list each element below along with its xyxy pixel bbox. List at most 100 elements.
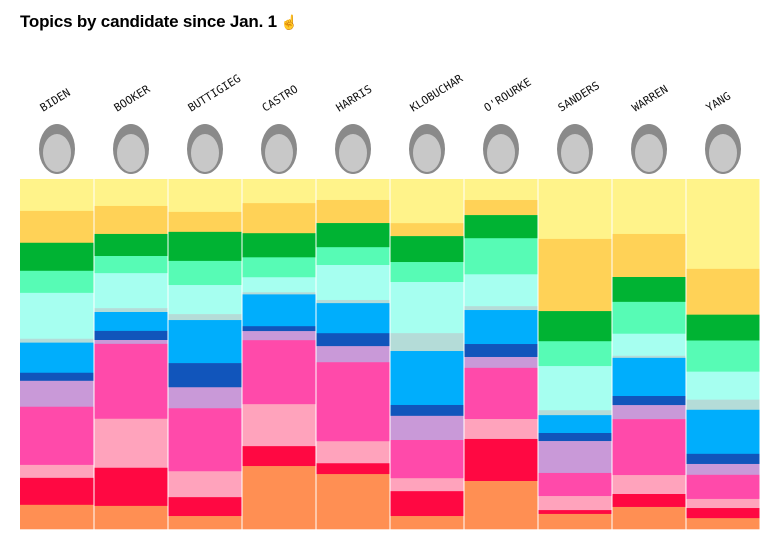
bar-segment[interactable] — [242, 179, 316, 204]
bar-segment[interactable] — [242, 292, 316, 295]
bar-segment[interactable] — [686, 314, 760, 341]
bar-segment[interactable] — [168, 260, 242, 286]
bar-segment[interactable] — [168, 408, 242, 472]
bar-segment[interactable] — [464, 344, 538, 358]
bar-segment[interactable] — [168, 516, 242, 530]
bar-segment[interactable] — [538, 513, 612, 530]
bar-segment[interactable] — [94, 505, 168, 530]
bar-segment[interactable] — [316, 223, 390, 248]
bar-segment[interactable] — [390, 282, 464, 334]
bar-segment[interactable] — [168, 320, 242, 364]
bar-segment[interactable] — [168, 231, 242, 262]
bar-segment[interactable] — [686, 268, 760, 315]
bar-segment[interactable] — [242, 326, 316, 332]
bar-segment[interactable] — [686, 409, 760, 455]
bar-segment[interactable] — [464, 367, 538, 420]
bar-segment[interactable] — [94, 205, 168, 235]
bar-segment[interactable] — [390, 478, 464, 492]
bar-segment[interactable] — [242, 331, 316, 341]
bar-segment[interactable] — [464, 215, 538, 239]
bar-segment[interactable] — [316, 441, 390, 464]
bar-segment[interactable] — [94, 312, 168, 332]
bar-segment[interactable] — [464, 179, 538, 201]
bar-segment[interactable] — [686, 518, 760, 530]
bar-segment[interactable] — [242, 203, 316, 234]
bar-segment[interactable] — [686, 340, 760, 372]
bar-segment[interactable] — [20, 504, 94, 530]
bar-segment[interactable] — [20, 477, 94, 506]
bar-segment[interactable] — [242, 233, 316, 258]
bar-segment[interactable] — [316, 474, 390, 530]
bar-segment[interactable] — [612, 506, 686, 530]
bar-segment[interactable] — [168, 179, 242, 213]
bar-segment[interactable] — [464, 356, 538, 369]
bar-segment[interactable] — [390, 333, 464, 352]
bar-segment[interactable] — [316, 333, 390, 347]
bar-segment[interactable] — [168, 387, 242, 409]
bar-segment[interactable] — [612, 333, 686, 357]
bar-segment[interactable] — [242, 404, 316, 447]
bar-segment[interactable] — [390, 262, 464, 283]
bar-segment[interactable] — [612, 357, 686, 397]
bar-segment[interactable] — [242, 446, 316, 467]
bar-segment[interactable] — [464, 274, 538, 307]
bar-segment[interactable] — [686, 399, 760, 411]
bar-segment[interactable] — [464, 310, 538, 345]
bar-segment[interactable] — [538, 510, 612, 515]
bar-segment[interactable] — [20, 342, 94, 374]
bar-segment[interactable] — [168, 211, 242, 233]
bar-segment[interactable] — [538, 366, 612, 411]
bar-segment[interactable] — [242, 294, 316, 327]
bar-segment[interactable] — [538, 472, 612, 497]
bar-segment[interactable] — [20, 242, 94, 272]
bar-segment[interactable] — [94, 467, 168, 507]
bar-segment[interactable] — [316, 303, 390, 334]
bar-segment[interactable] — [94, 233, 168, 257]
bar-segment[interactable] — [20, 338, 94, 343]
bar-segment[interactable] — [94, 256, 168, 274]
bar-segment[interactable] — [538, 311, 612, 342]
bar-segment[interactable] — [686, 498, 760, 509]
bar-segment[interactable] — [168, 497, 242, 517]
bar-segment[interactable] — [390, 236, 464, 263]
bar-segment[interactable] — [242, 277, 316, 293]
bar-segment[interactable] — [94, 330, 168, 341]
bar-segment[interactable] — [612, 301, 686, 334]
bar-segment[interactable] — [316, 199, 390, 224]
bar-segment[interactable] — [242, 466, 316, 530]
bar-segment[interactable] — [168, 285, 242, 315]
bar-segment[interactable] — [464, 438, 538, 482]
bar-segment[interactable] — [612, 179, 686, 235]
bar-segment[interactable] — [538, 410, 612, 416]
bar-segment[interactable] — [316, 265, 390, 301]
bar-segment[interactable] — [464, 306, 538, 311]
bar-segment[interactable] — [464, 418, 538, 440]
bar-segment[interactable] — [612, 355, 686, 359]
bar-segment[interactable] — [538, 179, 612, 240]
bar-segment[interactable] — [242, 257, 316, 278]
bar-segment[interactable] — [686, 371, 760, 400]
bar-segment[interactable] — [612, 494, 686, 508]
bar-segment[interactable] — [390, 516, 464, 530]
bar-segment[interactable] — [94, 308, 168, 313]
bar-segment[interactable] — [464, 238, 538, 275]
bar-segment[interactable] — [390, 179, 464, 224]
bar-segment[interactable] — [390, 404, 464, 417]
bar-segment[interactable] — [168, 314, 242, 321]
bar-segment[interactable] — [686, 474, 760, 500]
bar-segment[interactable] — [686, 453, 760, 465]
bar-segment[interactable] — [538, 238, 612, 312]
bar-segment[interactable] — [390, 351, 464, 406]
bar-segment[interactable] — [242, 340, 316, 405]
bar-segment[interactable] — [538, 441, 612, 474]
bar-segment[interactable] — [686, 508, 760, 519]
bar-segment[interactable] — [686, 179, 760, 270]
bar-segment[interactable] — [612, 475, 686, 495]
bar-segment[interactable] — [316, 346, 390, 363]
bar-segment[interactable] — [168, 363, 242, 388]
bar-segment[interactable] — [612, 405, 686, 420]
bar-segment[interactable] — [612, 396, 686, 406]
bar-segment[interactable] — [612, 419, 686, 476]
bar-segment[interactable] — [20, 464, 94, 479]
bar-segment[interactable] — [94, 179, 168, 207]
